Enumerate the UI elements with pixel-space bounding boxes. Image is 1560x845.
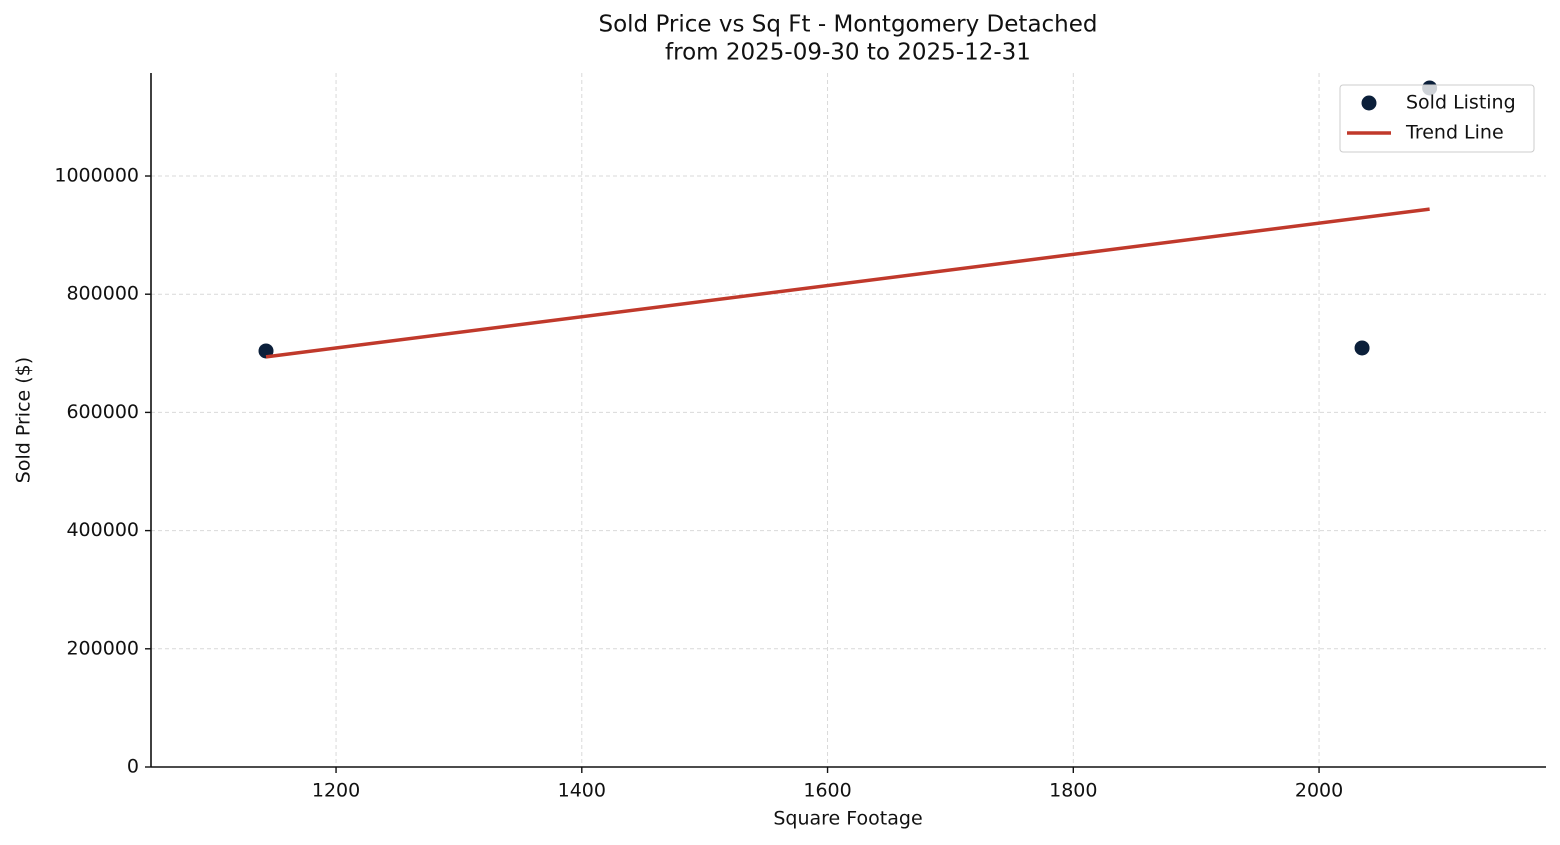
y-tick-label: 200000	[66, 637, 139, 659]
x-tick-label: 1400	[558, 780, 606, 802]
y-tick-label: 600000	[66, 401, 139, 423]
legend-marker	[1361, 95, 1377, 111]
y-tick-label: 1000000	[54, 165, 139, 187]
grid	[151, 73, 1546, 768]
chart-title: Sold Price vs Sq Ft - Montgomery Detache…	[598, 12, 1097, 38]
y-tick-label: 400000	[66, 519, 139, 541]
trend-line	[265, 207, 1430, 359]
legend-label: Sold Listing	[1406, 92, 1516, 114]
legend-label: Trend Line	[1405, 122, 1504, 144]
x-tick-label: 1600	[803, 780, 851, 802]
x-tick-label: 2000	[1295, 780, 1343, 802]
x-axis-label: Square Footage	[773, 808, 922, 830]
x-tick-label: 1200	[312, 780, 360, 802]
y-axis-label: Sold Price ($)	[13, 357, 35, 483]
chart-subtitle: from 2025-09-30 to 2025-12-31	[665, 40, 1031, 66]
y-tick-label: 0	[127, 756, 139, 778]
x-tick-label: 1800	[1049, 780, 1097, 802]
y-tick-label: 800000	[66, 283, 139, 305]
legend-box	[1339, 84, 1535, 153]
point	[1354, 340, 1370, 356]
